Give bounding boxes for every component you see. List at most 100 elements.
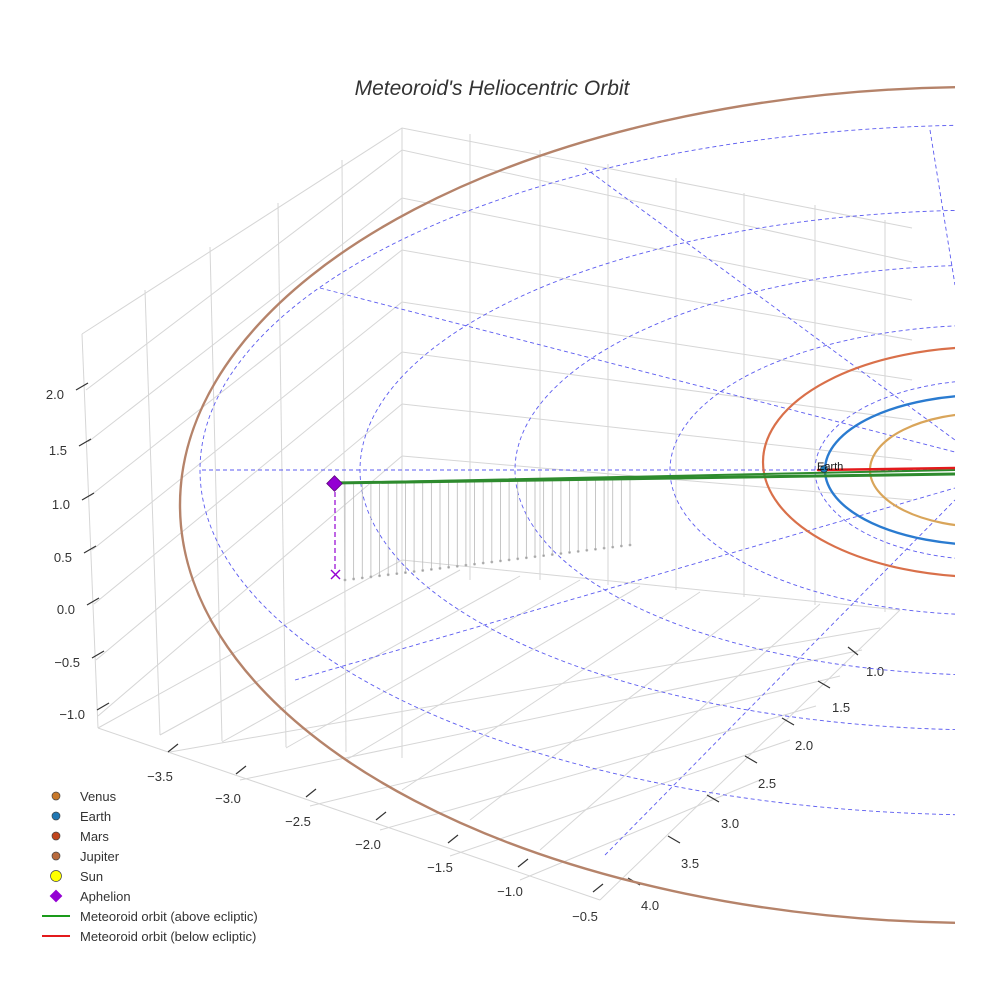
z-axis-tick-marks: [75, 382, 110, 711]
drop-line-foot: [619, 544, 623, 548]
venus-dot-icon: [51, 791, 61, 801]
drop-line-foot: [533, 555, 537, 559]
mars-dot-icon: [51, 831, 61, 841]
drop-line-foot: [507, 558, 511, 562]
meteoroid-orbit: [332, 466, 955, 485]
z-tick-label: 1.5: [49, 443, 67, 458]
drop-line-foot: [576, 549, 580, 553]
earth-dot-icon: [51, 811, 61, 821]
earth-marker: [820, 465, 828, 473]
legend-item: Earth: [40, 806, 258, 826]
ecliptic-reference-grid: [199, 124, 955, 856]
drop-line-foot: [352, 577, 356, 581]
z-axis-ticks: 2.0 1.5 1.0 0.5 0.0 −0.5 −1.0: [46, 387, 85, 722]
x-tick-label: −3.5: [147, 769, 173, 784]
legend: Venus Earth Mars Jupiter Sun Aphelion Me…: [40, 786, 258, 946]
y-tick-label: 2.5: [758, 776, 776, 791]
y-tick-label: 3.5: [681, 856, 699, 871]
drop-line-foot: [378, 574, 381, 578]
drop-line-foot: [438, 566, 442, 570]
legend-label: Mars: [80, 828, 109, 844]
x-tick-label: −1.0: [497, 884, 523, 899]
legend-label: Jupiter: [80, 848, 120, 864]
drop-lines: [343, 477, 632, 582]
drop-line-foot: [602, 546, 606, 550]
z-tick-label: −1.0: [59, 707, 85, 722]
drop-line-foot: [429, 567, 433, 571]
legend-label: Earth: [80, 808, 112, 824]
legend-item: Sun: [40, 866, 258, 886]
drop-line-foot: [499, 559, 502, 563]
drop-line-foot: [360, 576, 364, 580]
y-tick-label: 1.5: [832, 700, 850, 715]
x-tick-label: −0.5: [572, 909, 598, 924]
legend-label: Meteoroid orbit (above ecliptic): [80, 908, 258, 924]
drop-line-foot: [447, 565, 451, 569]
drop-line-foot: [455, 564, 459, 568]
legend-label: Venus: [80, 788, 117, 804]
green-line-icon: [42, 915, 70, 917]
drop-line-foot: [386, 573, 390, 577]
drop-line-foot: [594, 547, 597, 551]
jupiter-dot-icon: [51, 851, 61, 861]
y-axis-tick-marks: [627, 646, 859, 886]
aphelion-marker: [326, 475, 343, 492]
drop-line-foot: [412, 570, 416, 573]
meteoroid-orbit-below-ecliptic: [816, 466, 955, 472]
z-tick-label: 0.0: [57, 602, 75, 617]
drop-line-foot: [568, 551, 571, 554]
drop-line-foot: [524, 556, 528, 560]
y-tick-label: 2.0: [795, 738, 813, 753]
legend-item: Meteoroid orbit (below ecliptic): [40, 926, 258, 946]
y-tick-label: 3.0: [721, 816, 739, 831]
z-tick-label: 0.5: [54, 550, 72, 565]
jupiter-orbit: [179, 86, 955, 924]
x-tick-label: −2.0: [355, 837, 381, 852]
z-tick-label: 2.0: [46, 387, 64, 402]
y-tick-label: 1.0: [866, 664, 884, 679]
meteoroid-orbit-above-ecliptic-return: [333, 469, 955, 484]
venus-label: Ve: [964, 524, 977, 536]
legend-label: Meteoroid orbit (below ecliptic): [80, 928, 257, 944]
red-line-icon: [42, 935, 70, 937]
drop-line-foot: [421, 569, 425, 572]
drop-line-foot: [481, 561, 485, 565]
legend-label: Sun: [80, 868, 104, 884]
y-axis-ticks: 1.0 1.5 2.0 2.5 3.0 3.5 4.0: [641, 664, 884, 913]
drop-line-foot: [585, 548, 589, 552]
x-axis-ticks: −3.5 −3.0 −2.5 −2.0 −1.5 −1.0 −0.5: [147, 769, 598, 924]
drop-line-foot: [628, 543, 632, 547]
aphelion-diamond-icon: [49, 889, 63, 903]
drop-line-foot: [343, 578, 347, 582]
drop-line-foot: [395, 572, 399, 576]
legend-item: Mars: [40, 826, 258, 846]
legend-item: Aphelion: [40, 886, 258, 906]
drop-line-foot: [404, 571, 407, 574]
legend-item: Jupiter: [40, 846, 258, 866]
x-tick-label: −3.0: [215, 791, 241, 806]
drop-line-foot: [490, 560, 494, 564]
aphelion-projection-marker: [330, 569, 341, 580]
legend-item: Venus: [40, 786, 258, 806]
drop-line-foot: [464, 563, 468, 567]
drop-line-foot: [559, 552, 563, 555]
axis-grid: [81, 127, 913, 901]
mars-orbit: [761, 346, 955, 578]
x-tick-label: −1.5: [427, 860, 453, 875]
drop-line-foot: [516, 557, 520, 561]
earth-label: Earth: [817, 461, 843, 473]
z-tick-label: 1.0: [52, 497, 70, 512]
z-tick-label: −0.5: [54, 655, 80, 670]
x-tick-label: −2.5: [285, 814, 311, 829]
legend-label: Aphelion: [80, 888, 131, 904]
drop-line-foot: [473, 562, 476, 566]
drop-line-foot: [369, 575, 373, 579]
chart-title: Meteoroid's Heliocentric Orbit: [355, 77, 631, 100]
sun-dot-icon: [50, 870, 62, 882]
x-axis-tick-marks: [167, 743, 604, 893]
drop-line-foot: [611, 545, 615, 549]
drop-line-foot: [550, 553, 554, 556]
y-tick-label: 4.0: [641, 898, 659, 913]
drop-line-foot: [542, 554, 546, 558]
